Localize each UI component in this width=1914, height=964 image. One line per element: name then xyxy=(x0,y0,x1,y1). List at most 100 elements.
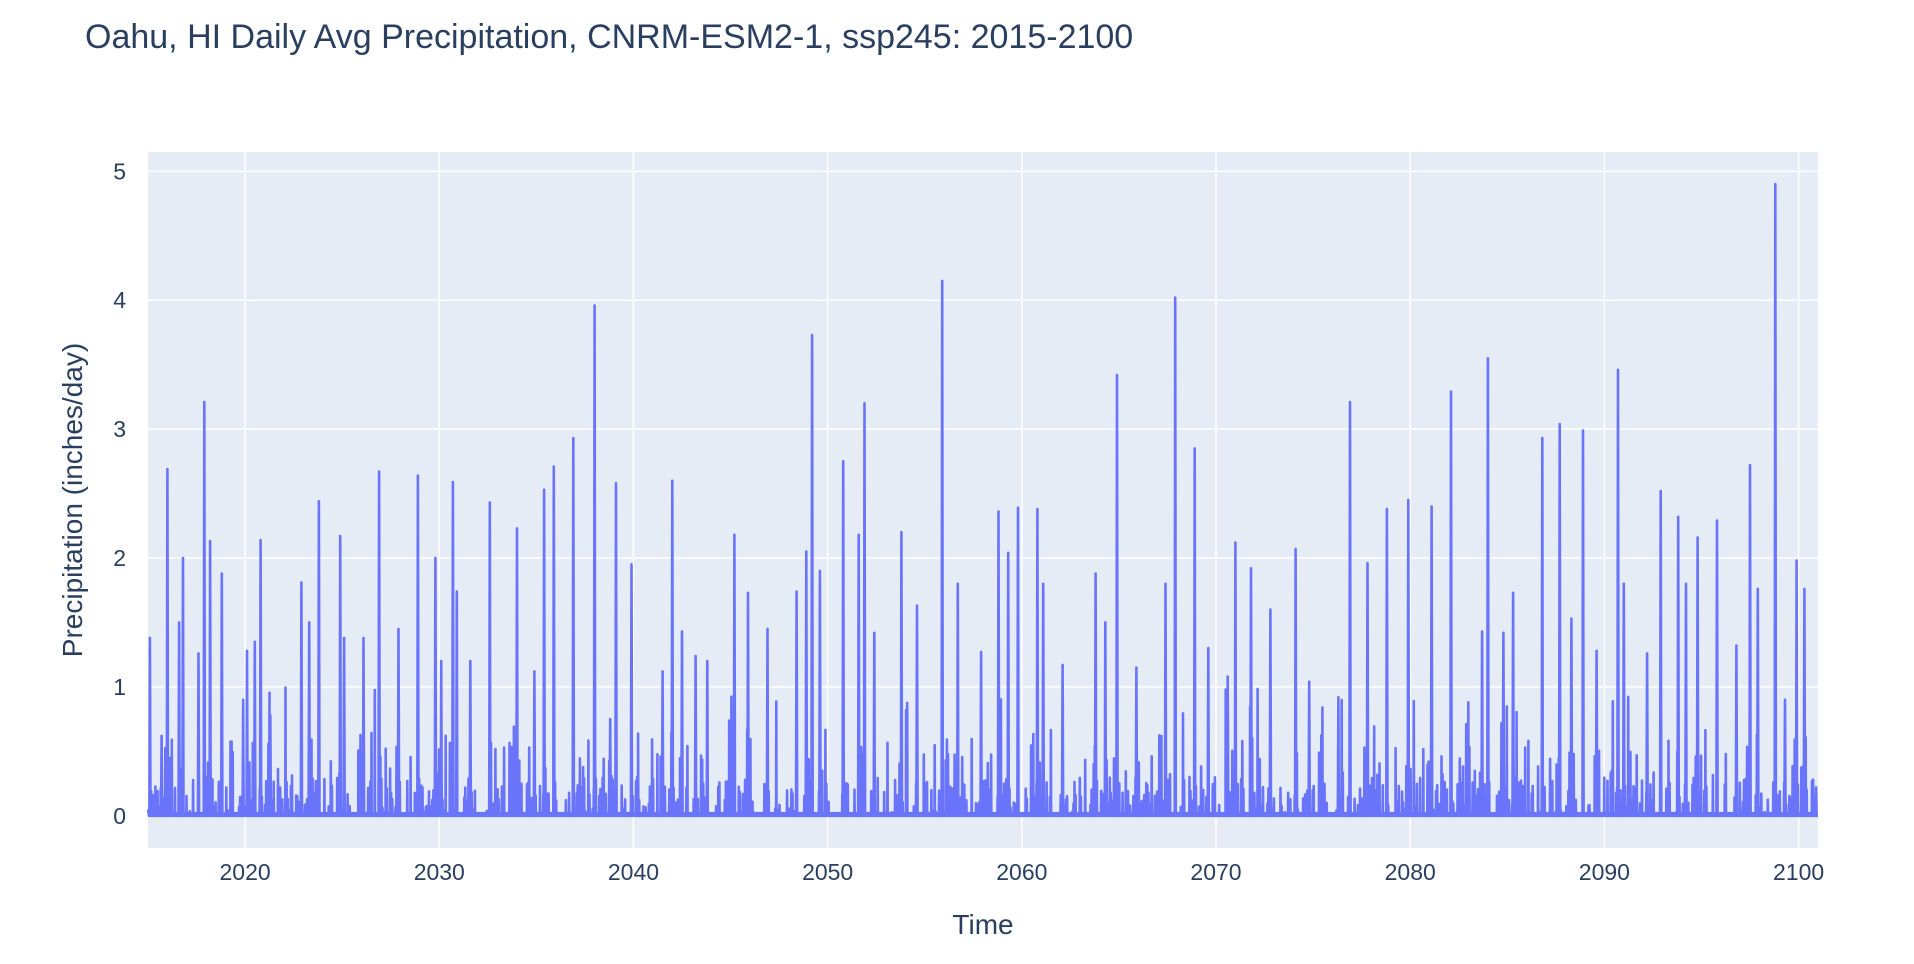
peak-point xyxy=(609,718,611,720)
peak-point xyxy=(203,401,206,403)
peak-point xyxy=(1617,369,1619,371)
peak-point xyxy=(941,280,944,282)
peak-point xyxy=(1104,621,1107,624)
y-tick-label: 3 xyxy=(113,416,126,442)
peak-point xyxy=(671,479,674,482)
peak-point xyxy=(1269,608,1272,611)
peak-point xyxy=(1757,588,1759,590)
peak-point xyxy=(1036,508,1039,510)
peak-point xyxy=(956,582,959,585)
peak-point xyxy=(572,437,575,439)
series-layer xyxy=(146,182,1818,818)
peak-point xyxy=(553,465,555,468)
peak-point xyxy=(1595,650,1598,652)
x-tick-label: 2050 xyxy=(802,859,853,885)
peak-point xyxy=(630,563,633,566)
peak-point xyxy=(1193,447,1196,450)
peak-point xyxy=(378,470,380,473)
peak-point xyxy=(1226,675,1229,678)
peak-point xyxy=(842,460,844,463)
peak-point xyxy=(819,570,821,572)
peak-point xyxy=(980,651,982,653)
peak-point xyxy=(1803,588,1806,590)
peak-point xyxy=(533,670,536,673)
peak-point xyxy=(1487,357,1489,360)
peak-point xyxy=(857,534,860,536)
peak-point xyxy=(1696,536,1699,539)
peak-point xyxy=(1430,505,1433,508)
peak-point xyxy=(997,510,1000,513)
peak-point xyxy=(1294,548,1297,550)
peak-point xyxy=(254,640,256,643)
peak-point xyxy=(269,714,272,717)
x-tick-label: 2090 xyxy=(1579,859,1630,885)
peak-point xyxy=(805,550,808,553)
peak-point xyxy=(1502,631,1505,634)
x-tick-label: 2060 xyxy=(996,859,1047,885)
y-axis-title: Precipitation (inches/day) xyxy=(57,343,88,657)
peak-point xyxy=(259,539,262,541)
peak-point xyxy=(209,540,211,543)
peak-point xyxy=(681,630,683,633)
peak-point xyxy=(863,402,866,405)
peak-point xyxy=(811,334,813,336)
peak-point xyxy=(733,534,736,536)
peak-point xyxy=(1735,644,1738,647)
peak-point xyxy=(488,501,491,504)
peak-point xyxy=(300,581,303,584)
peak-point xyxy=(1558,423,1561,425)
x-tick-label: 2080 xyxy=(1385,859,1436,885)
peak-point xyxy=(1795,559,1798,562)
peak-point xyxy=(1481,630,1483,633)
peak-point xyxy=(1366,562,1369,564)
peak-point xyxy=(1685,582,1687,585)
x-tick-label: 2040 xyxy=(608,859,659,885)
y-tick-label: 0 xyxy=(113,803,126,829)
peak-point xyxy=(242,698,244,701)
peak-point xyxy=(246,650,248,652)
peak-point xyxy=(1207,647,1210,650)
peak-point xyxy=(1512,592,1514,594)
peak-point xyxy=(900,531,903,534)
peak-point xyxy=(1541,437,1544,439)
peak-point xyxy=(747,592,749,594)
peak-point xyxy=(1116,374,1118,376)
peak-point xyxy=(1250,567,1252,570)
peak-point xyxy=(1784,698,1786,701)
tick-labels: 2020 2030 2040 2050 2060 2070 2080 2090 2100 0 1 2 3… xyxy=(113,158,1824,885)
peak-point xyxy=(1164,582,1167,585)
peak-point xyxy=(178,621,180,624)
precipitation-line xyxy=(146,182,1818,818)
peak-point xyxy=(149,637,151,639)
peak-point xyxy=(661,670,664,673)
peak-point xyxy=(873,631,876,634)
peak-point xyxy=(197,652,200,655)
peak-point xyxy=(1623,582,1625,585)
peak-point xyxy=(318,500,320,503)
chart-title: Oahu, HI Daily Avg Precipitation, CNRM-E… xyxy=(85,18,1134,56)
grid-lines xyxy=(148,152,1818,848)
peak-point xyxy=(362,637,365,639)
peak-point xyxy=(1349,401,1351,403)
peak-point xyxy=(1135,666,1138,669)
peak-point xyxy=(1308,680,1311,683)
y-tick-label: 1 xyxy=(113,674,126,700)
peak-point xyxy=(766,628,769,630)
peak-point xyxy=(1749,464,1751,467)
x-axis-title: Time xyxy=(952,909,1013,940)
peak-point xyxy=(182,557,184,559)
peak-point xyxy=(417,474,419,477)
peak-point xyxy=(593,304,596,307)
peak-point xyxy=(469,660,472,662)
peak-point xyxy=(1716,519,1718,522)
peak-point xyxy=(1017,506,1019,509)
y-tick-label: 4 xyxy=(113,287,126,313)
peak-point xyxy=(1042,582,1044,585)
peak-point xyxy=(308,621,310,624)
peak-point xyxy=(343,637,345,639)
peak-point xyxy=(1337,696,1340,698)
peak-point xyxy=(1815,786,1817,789)
peak-point xyxy=(455,590,458,593)
x-tick-label: 2030 xyxy=(414,859,465,885)
